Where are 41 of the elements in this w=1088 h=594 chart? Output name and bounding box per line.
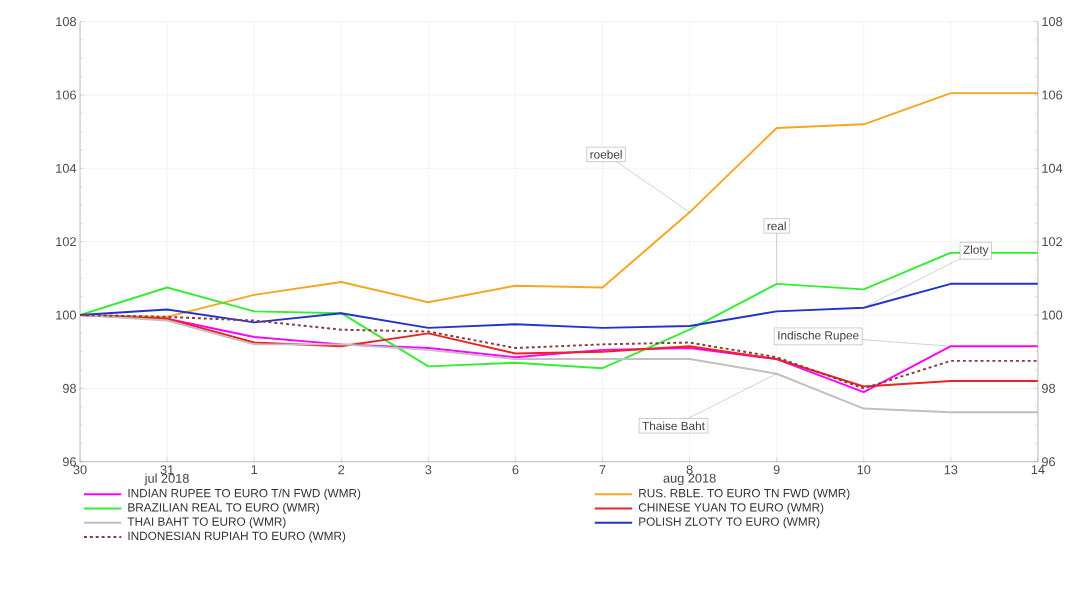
- y2-tick-label: 108: [1042, 16, 1063, 26]
- x-tick-label: 31: [160, 465, 174, 475]
- text: aug 2018: [663, 473, 716, 486]
- y-tick-label: 104: [56, 163, 77, 173]
- y2-tick-label: 96: [1041, 457, 1056, 467]
- y2-tick-label: 106: [1042, 90, 1063, 100]
- y-tick-label: 96: [62, 457, 76, 467]
- annotation: Indische Rupee: [778, 330, 859, 342]
- annotation: Zloty: [963, 245, 989, 257]
- line-series: [80, 282, 1038, 329]
- x-tick-label: 30: [73, 465, 87, 475]
- y-tick-label: 102: [56, 236, 76, 247]
- x-tick-label: 3: [425, 465, 432, 475]
- annotation: real: [767, 221, 786, 231]
- x-tick-label: 1: [251, 465, 258, 474]
- x-tick-label: 7: [599, 465, 606, 474]
- x-tick-label: 2: [338, 465, 345, 474]
- y-tick-label: 98: [62, 383, 76, 393]
- x-tick-label: 14: [1031, 465, 1045, 474]
- x-tick-label: 13: [944, 465, 958, 475]
- y2-tick-label: 98: [1041, 383, 1056, 393]
- legend-label: RUS. RBLE. TO EURO TN FWD (WMR): [639, 488, 850, 500]
- x-tick-label: 9: [773, 465, 780, 475]
- x-tick-label: 6: [512, 465, 519, 475]
- y-tick-label: 106: [56, 90, 76, 100]
- y-tick-label: 100: [56, 310, 77, 320]
- annotation: Thaise Baht: [642, 421, 705, 430]
- legend-label: INDIAN RUPEE TO EURO T/N FWD (WMR): [128, 488, 361, 500]
- y2-tick-label: 104: [1042, 163, 1063, 173]
- y2-tick-label: 102: [1042, 236, 1063, 247]
- x-tick-label: 10: [857, 465, 871, 475]
- y2-tick-label: 100: [1042, 310, 1063, 320]
- annotation: roebel: [590, 149, 622, 159]
- legend-label: CHINESE YUAN TO EURO (WMR): [638, 502, 824, 514]
- y-tick-label: 108: [56, 16, 76, 26]
- legend-label: THAI BAHT TO EURO (WMR): [127, 516, 286, 528]
- text: jul 2018: [144, 473, 189, 486]
- x-tick-label: 8: [686, 465, 693, 475]
- legend-label: BRAZILIAN REAL TO EURO (WMR): [128, 502, 319, 514]
- legend-label: POLISH ZLOTY TO EURO (WMR): [639, 516, 820, 528]
- legend-label: INDONESIAN RUPIAH TO EURO (WMR): [128, 531, 346, 543]
